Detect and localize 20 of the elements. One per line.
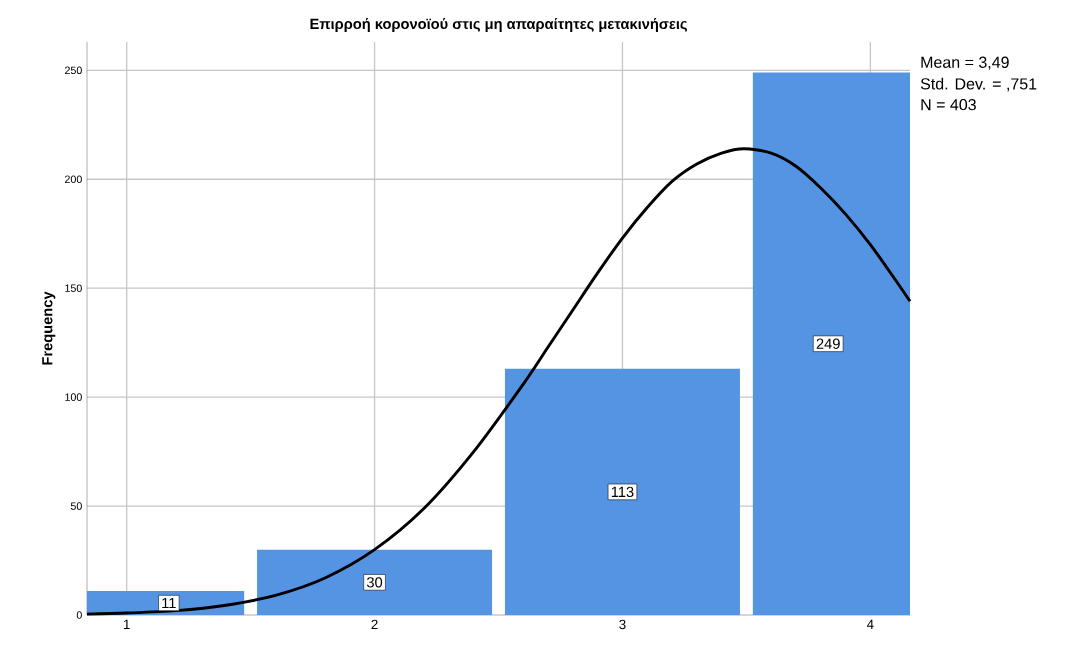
data-label: 249 xyxy=(816,338,840,349)
y-tick-label: 250 xyxy=(65,66,82,75)
x-tick-label: 1 xyxy=(123,619,130,629)
x-tick-label: 2 xyxy=(371,619,378,630)
text: Mean = 3,49 xyxy=(921,56,1009,70)
y-tick-label: 150 xyxy=(65,284,82,292)
y-axis-title: Frequency xyxy=(42,291,56,365)
chart-title: Επιρροή κορονοϊού στις μη απαραίτητες μετακινήσεις xyxy=(310,18,687,32)
data-label: 113 xyxy=(611,486,634,498)
y-tick-label: 50 xyxy=(70,502,82,510)
data-label: 11 xyxy=(162,597,176,609)
y-tick-label: 0 xyxy=(76,611,82,619)
x-tick-label: 4 xyxy=(866,619,874,629)
x-tick-label: 3 xyxy=(619,619,626,630)
line-series xyxy=(85,147,912,616)
y-tick-label: 100 xyxy=(65,393,82,401)
text: N = 403 xyxy=(921,98,976,111)
y-tick-label: 200 xyxy=(65,175,82,184)
text: Std. Dev. = ,751 xyxy=(920,77,1037,92)
data-label: 30 xyxy=(366,577,383,588)
